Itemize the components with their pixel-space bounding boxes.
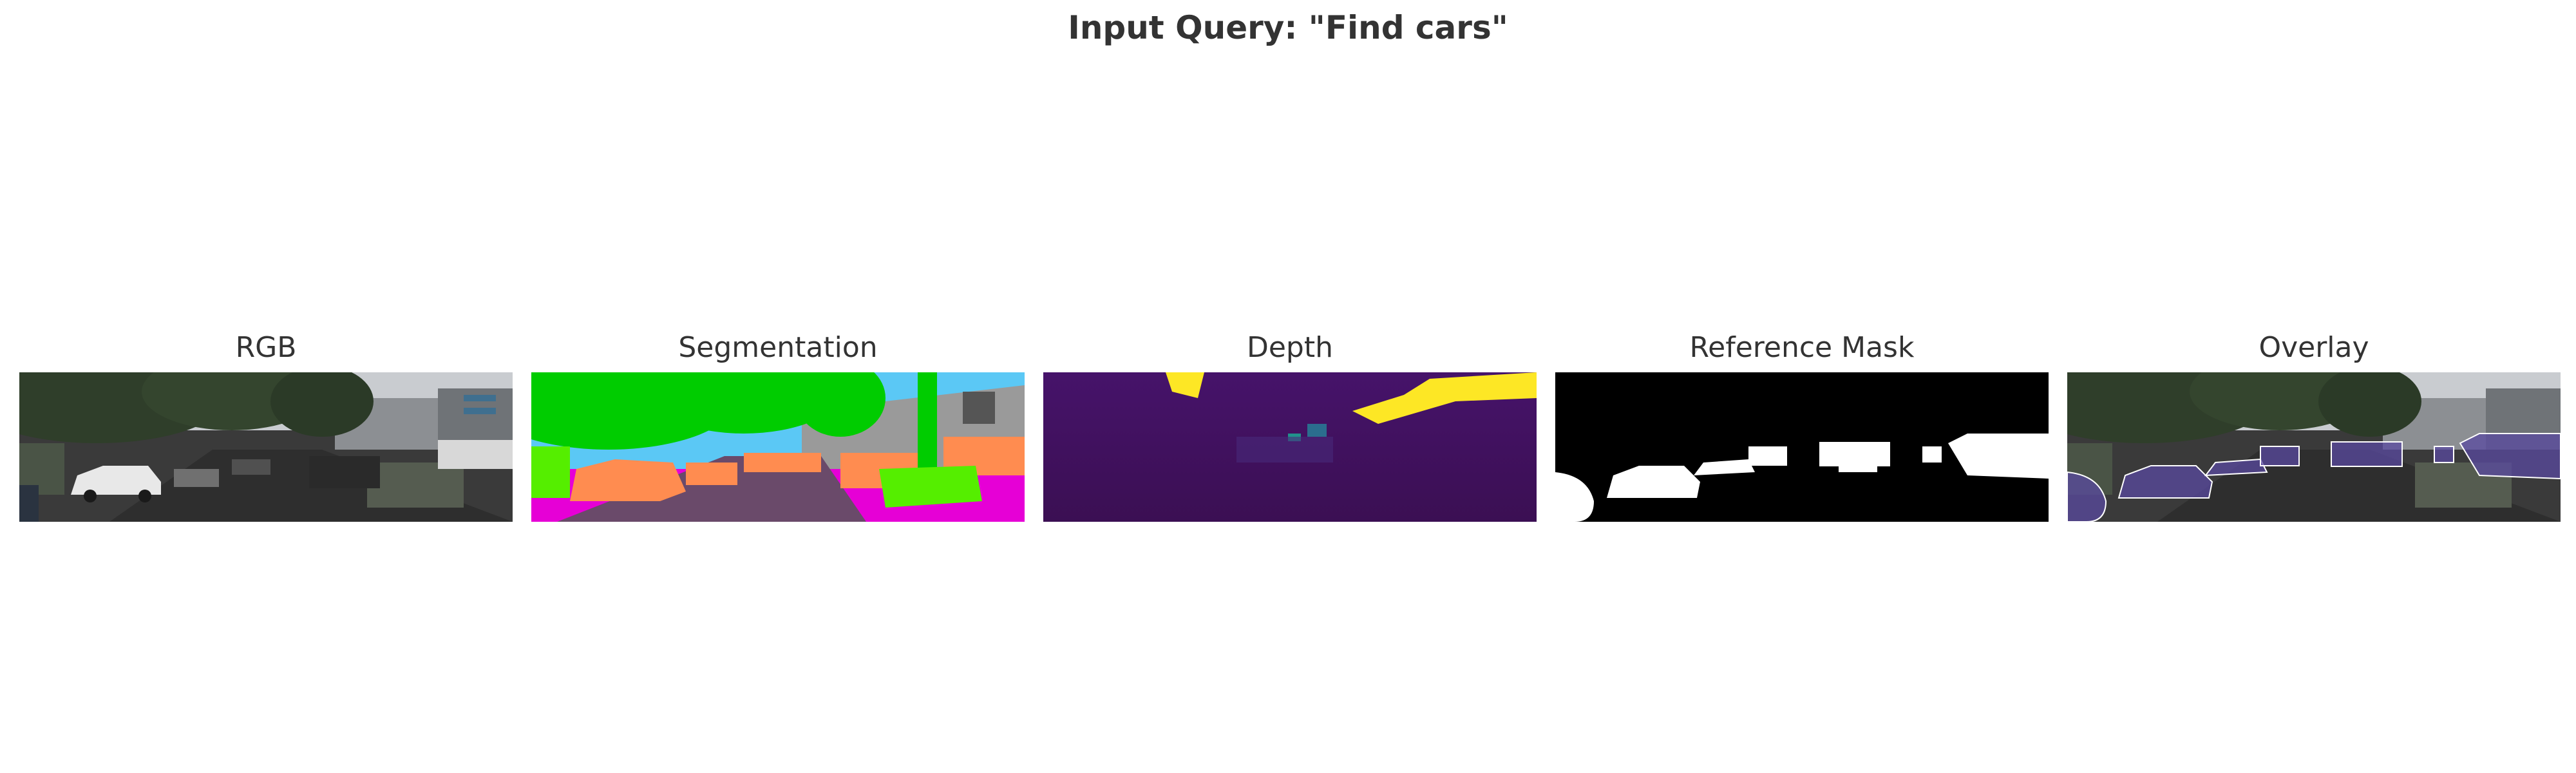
rgb-panel-title: RGB — [235, 331, 297, 364]
segmentation-image — [531, 372, 1025, 522]
overlay-image — [2067, 372, 2561, 522]
segmentation-panel-title: Segmentation — [678, 331, 878, 364]
depth-image — [1043, 372, 1537, 522]
overlay-panel-title: Overlay — [2259, 331, 2369, 364]
reference-mask-panel-title: Reference Mask — [1689, 331, 1915, 364]
figure-title: Input Query: "Find cars" — [1068, 9, 1508, 46]
depth-panel-title: Depth — [1246, 331, 1334, 364]
rgb-image — [19, 372, 513, 522]
reference-mask-image — [1555, 372, 2049, 522]
